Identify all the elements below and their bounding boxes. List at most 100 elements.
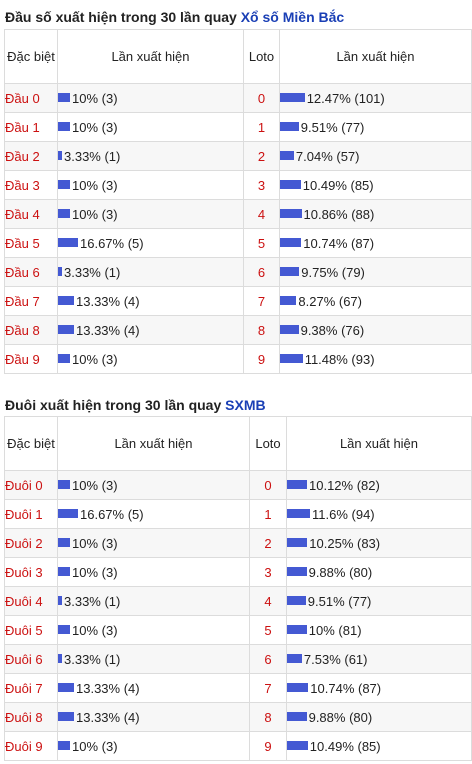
loto-number: 2 (243, 141, 280, 171)
table-row: Đuôi 6 3.33% (1) 6 7.53% (61) (4, 644, 472, 674)
table-row: Đuôi 4 3.33% (1) 4 9.51% (77) (4, 586, 472, 616)
loto-frequency-value: 9.88% (80) (308, 565, 373, 581)
section-title-text: Đuôi xuất hiện trong 30 lần quay (5, 397, 222, 413)
frequency-bar (58, 122, 70, 132)
frequency-bar (58, 209, 70, 219)
col-header-special: Đặc biệt (4, 29, 58, 84)
frequency-cell: 10% (3) (57, 615, 250, 645)
loto-number: 0 (243, 83, 280, 113)
loto-frequency-cell: 9.51% (77) (286, 586, 472, 616)
section-title-dau: Đầu số xuất hiện trong 30 lần quay Xổ số… (5, 9, 344, 25)
loto-frequency-cell: 10.86% (88) (279, 199, 472, 229)
dau-label: Đầu 0 (4, 83, 58, 113)
table-row: Đuôi 0 10% (3) 0 10.12% (82) (4, 470, 472, 500)
duoi-label: Đuôi 9 (4, 731, 58, 761)
loto-frequency-value: 10.12% (82) (309, 478, 380, 494)
frequency-cell: 10% (3) (57, 83, 244, 113)
frequency-cell: 10% (3) (57, 731, 250, 761)
loto-number: 6 (249, 644, 287, 674)
frequency-bar (58, 654, 62, 664)
frequency-cell: 10% (3) (57, 528, 250, 558)
table-row: Đầu 0 10% (3) 0 12.47% (101) (4, 83, 472, 113)
frequency-cell: 16.67% (5) (57, 499, 250, 529)
col-header-loto: Loto (249, 416, 287, 471)
loto-frequency-bar (287, 683, 309, 693)
loto-frequency-bar (280, 93, 305, 103)
table-header-row: Đặc biệt Lần xuất hiện Loto Lần xuất hiệ… (4, 416, 472, 471)
frequency-cell: 10% (3) (57, 170, 244, 200)
frequency-value: 10% (3) (72, 120, 118, 136)
frequency-cell: 13.33% (4) (57, 673, 250, 703)
frequency-value: 3.33% (1) (64, 265, 121, 281)
loto-frequency-bar (280, 238, 302, 248)
frequency-bar (58, 538, 70, 548)
duoi-label: Đuôi 0 (4, 470, 58, 500)
table-row: Đuôi 8 13.33% (4) 8 9.88% (80) (4, 702, 472, 732)
loto-frequency-bar (280, 122, 299, 132)
loto-frequency-cell: 10.74% (87) (286, 673, 472, 703)
loto-frequency-cell: 11.6% (94) (286, 499, 472, 529)
dau-label: Đầu 5 (4, 228, 58, 258)
section-title-link[interactable]: SXMB (225, 397, 266, 413)
frequency-cell: 10% (3) (57, 557, 250, 587)
loto-frequency-bar (280, 267, 300, 277)
frequency-bar (58, 354, 70, 364)
loto-number: 8 (249, 702, 287, 732)
loto-frequency-bar (280, 209, 302, 219)
loto-frequency-value: 9.38% (76) (300, 323, 365, 339)
dau-label: Đầu 8 (4, 315, 58, 345)
loto-frequency-cell: 10.25% (83) (286, 528, 472, 558)
loto-frequency-cell: 11.48% (93) (279, 344, 472, 374)
loto-frequency-cell: 9.51% (77) (279, 112, 472, 142)
loto-frequency-cell: 8.27% (67) (279, 286, 472, 316)
loto-frequency-bar (287, 509, 310, 519)
frequency-bar (58, 683, 74, 693)
frequency-bar (58, 509, 78, 519)
loto-frequency-cell: 10.49% (85) (279, 170, 472, 200)
loto-frequency-bar (280, 354, 303, 364)
frequency-bar (58, 596, 62, 606)
loto-frequency-cell: 10.49% (85) (286, 731, 472, 761)
frequency-bar (58, 712, 74, 722)
loto-frequency-bar (287, 538, 308, 548)
frequency-value: 13.33% (4) (76, 294, 140, 310)
col-header-loto-frequency: Lần xuất hiện (279, 29, 472, 84)
frequency-cell: 13.33% (4) (57, 315, 244, 345)
loto-number: 4 (249, 586, 287, 616)
dau-label: Đầu 4 (4, 199, 58, 229)
loto-frequency-cell: 10.74% (87) (279, 228, 472, 258)
frequency-bar (58, 625, 70, 635)
table-row: Đầu 3 10% (3) 3 10.49% (85) (4, 170, 472, 200)
loto-number: 7 (243, 286, 280, 316)
loto-frequency-bar (287, 654, 302, 664)
dau-stats-table: Đặc biệt Lần xuất hiện Loto Lần xuất hiệ… (4, 29, 472, 374)
frequency-value: 3.33% (1) (64, 149, 121, 165)
section-title-link[interactable]: Xổ số Miền Bắc (240, 9, 345, 25)
table-row: Đuôi 9 10% (3) 9 10.49% (85) (4, 731, 472, 761)
duoi-label: Đuôi 5 (4, 615, 58, 645)
frequency-value: 10% (3) (72, 91, 118, 107)
frequency-value: 10% (3) (72, 536, 118, 552)
loto-number: 5 (243, 228, 280, 258)
col-header-loto-frequency: Lần xuất hiện (286, 416, 472, 471)
loto-number: 1 (249, 499, 287, 529)
loto-frequency-value: 11.48% (93) (304, 352, 375, 368)
loto-frequency-bar (287, 480, 307, 490)
frequency-cell: 13.33% (4) (57, 286, 244, 316)
loto-number: 0 (249, 470, 287, 500)
loto-frequency-cell: 12.47% (101) (279, 83, 472, 113)
frequency-bar (58, 93, 70, 103)
loto-frequency-bar (280, 151, 294, 161)
loto-frequency-bar (287, 625, 307, 635)
table-row: Đầu 5 16.67% (5) 5 10.74% (87) (4, 228, 472, 258)
frequency-bar (58, 296, 74, 306)
col-header-special: Đặc biệt (4, 416, 58, 471)
col-header-loto: Loto (243, 29, 280, 84)
table-row: Đầu 1 10% (3) 1 9.51% (77) (4, 112, 472, 142)
loto-frequency-value: 12.47% (101) (306, 91, 385, 107)
loto-frequency-value: 7.04% (57) (295, 149, 360, 165)
table-row: Đầu 6 3.33% (1) 6 9.75% (79) (4, 257, 472, 287)
frequency-cell: 10% (3) (57, 470, 250, 500)
loto-number: 4 (243, 199, 280, 229)
frequency-value: 16.67% (5) (80, 236, 144, 252)
